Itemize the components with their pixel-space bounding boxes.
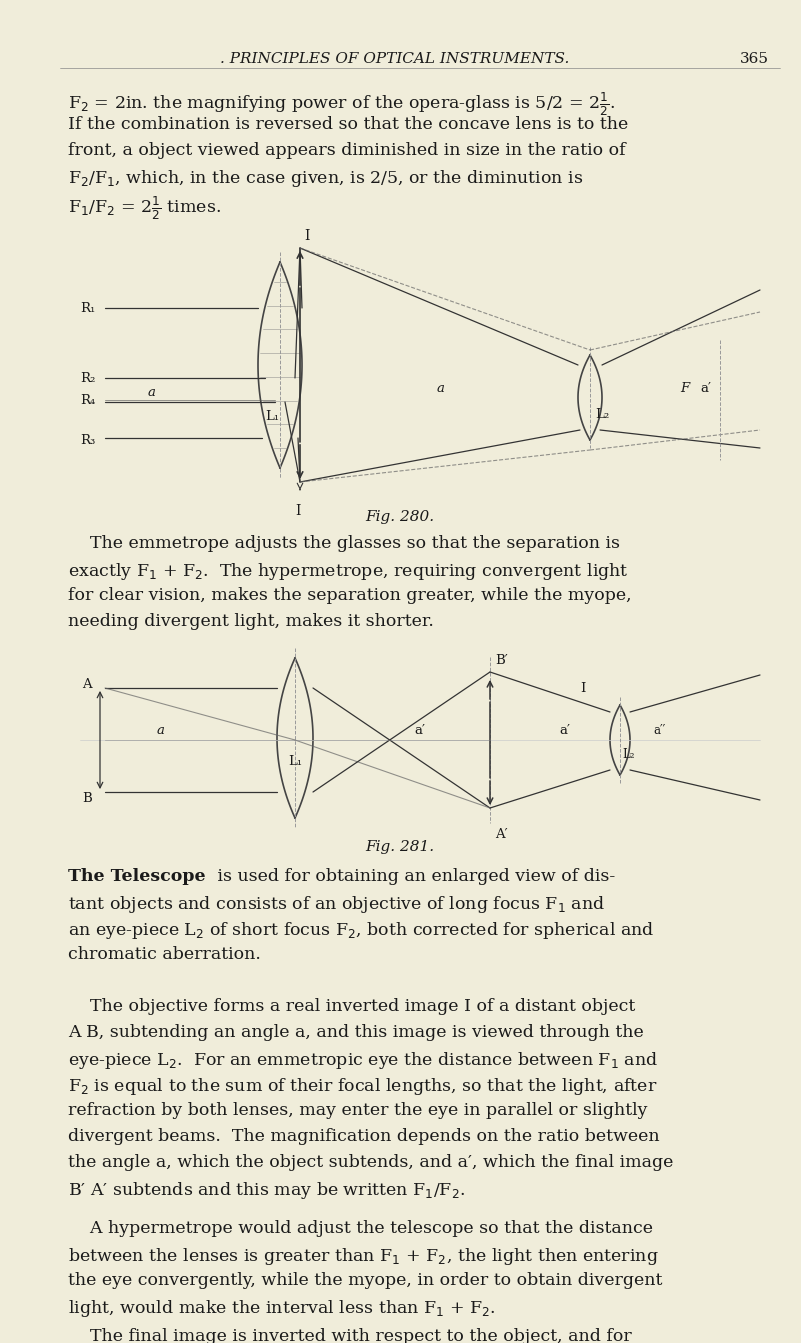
Text: F: F (680, 381, 689, 395)
Text: The final image is inverted with respect to the object, and for: The final image is inverted with respect… (68, 1328, 632, 1343)
Text: R₄: R₄ (80, 393, 95, 407)
Text: B: B (82, 791, 92, 804)
Text: A hypermetrope would adjust the telescope so that the distance: A hypermetrope would adjust the telescop… (68, 1219, 653, 1237)
Text: B′: B′ (495, 654, 508, 667)
Text: a′: a′ (700, 381, 711, 395)
Text: a′: a′ (414, 724, 425, 736)
Text: A B, subtending an angle a, and this image is viewed through the: A B, subtending an angle a, and this ima… (68, 1023, 644, 1041)
Text: eye-piece L$_2$.  For an emmetropic eye the distance between F$_1$ and: eye-piece L$_2$. For an emmetropic eye t… (68, 1050, 658, 1070)
Text: The emmetrope adjusts the glasses so that the separation is: The emmetrope adjusts the glasses so tha… (68, 535, 620, 552)
Text: The objective forms a real inverted image I of a distant object: The objective forms a real inverted imag… (68, 998, 635, 1015)
Text: R₃: R₃ (80, 434, 95, 446)
Text: a: a (156, 724, 164, 736)
Text: A′: A′ (495, 829, 508, 841)
Text: F$_2$/F$_1$, which, in the case given, is 2/5, or the diminution is: F$_2$/F$_1$, which, in the case given, i… (68, 168, 583, 189)
Text: I: I (296, 504, 300, 518)
Text: I: I (304, 230, 309, 243)
Text: L₁: L₁ (288, 755, 302, 768)
Text: I: I (580, 681, 586, 694)
Text: an eye-piece L$_2$ of short focus F$_2$, both corrected for spherical and: an eye-piece L$_2$ of short focus F$_2$,… (68, 920, 654, 941)
Text: F$_1$/F$_2$ = 2$\frac{1}{2}$ times.: F$_1$/F$_2$ = 2$\frac{1}{2}$ times. (68, 193, 221, 222)
Text: between the lenses is greater than F$_1$ + F$_2$, the light then entering: between the lenses is greater than F$_1$… (68, 1246, 658, 1266)
Text: . PRINCIPLES OF OPTICAL INSTRUMENTS.: . PRINCIPLES OF OPTICAL INSTRUMENTS. (220, 52, 570, 66)
Text: exactly F$_1$ + F$_2$.  The hypermetrope, requiring convergent light: exactly F$_1$ + F$_2$. The hypermetrope,… (68, 561, 629, 582)
Text: L₁: L₁ (265, 410, 279, 423)
Text: is used for obtaining an enlarged view of dis-: is used for obtaining an enlarged view o… (212, 868, 615, 885)
Text: Fig. 280.: Fig. 280. (365, 510, 435, 524)
Text: needing divergent light, makes it shorter.: needing divergent light, makes it shorte… (68, 612, 434, 630)
Text: tant objects and consists of an objective of long focus F$_1$ and: tant objects and consists of an objectiv… (68, 894, 605, 915)
Text: 365: 365 (740, 52, 769, 66)
Text: L₂: L₂ (622, 748, 634, 761)
Text: for clear vision, makes the separation greater, while the myope,: for clear vision, makes the separation g… (68, 587, 632, 604)
Text: The Telescope: The Telescope (68, 868, 206, 885)
Text: chromatic aberration.: chromatic aberration. (68, 945, 261, 963)
Text: the angle a, which the object subtends, and a′, which the final image: the angle a, which the object subtends, … (68, 1154, 674, 1171)
Text: F$_2$ is equal to the sum of their focal lengths, so that the light, after: F$_2$ is equal to the sum of their focal… (68, 1076, 658, 1097)
Text: A: A (82, 678, 91, 692)
Text: R₂: R₂ (80, 372, 95, 384)
Text: L₂: L₂ (595, 408, 610, 420)
Text: light, would make the interval less than F$_1$ + F$_2$.: light, would make the interval less than… (68, 1297, 496, 1319)
Text: divergent beams.  The magnification depends on the ratio between: divergent beams. The magnification depen… (68, 1128, 660, 1146)
Text: refraction by both lenses, may enter the eye in parallel or slightly: refraction by both lenses, may enter the… (68, 1103, 647, 1119)
Text: the eye convergently, while the myope, in order to obtain divergent: the eye convergently, while the myope, i… (68, 1272, 662, 1289)
Text: B′ A′ subtends and this may be written F$_1$/F$_2$.: B′ A′ subtends and this may be written F… (68, 1180, 465, 1201)
Text: Fig. 281.: Fig. 281. (365, 839, 435, 854)
Text: a: a (148, 385, 156, 399)
Text: a′′: a′′ (654, 724, 666, 736)
Text: a: a (436, 381, 444, 395)
Text: a′: a′ (560, 724, 570, 736)
Text: front, a object viewed appears diminished in size in the ratio of: front, a object viewed appears diminishe… (68, 142, 626, 158)
Text: F$_2$ = 2in. the magnifying power of the opera-glass is 5/2 = 2$\frac{1}{2}$.: F$_2$ = 2in. the magnifying power of the… (68, 90, 615, 118)
Text: R₁: R₁ (80, 301, 95, 314)
Text: If the combination is reversed so that the concave lens is to the: If the combination is reversed so that t… (68, 115, 628, 133)
